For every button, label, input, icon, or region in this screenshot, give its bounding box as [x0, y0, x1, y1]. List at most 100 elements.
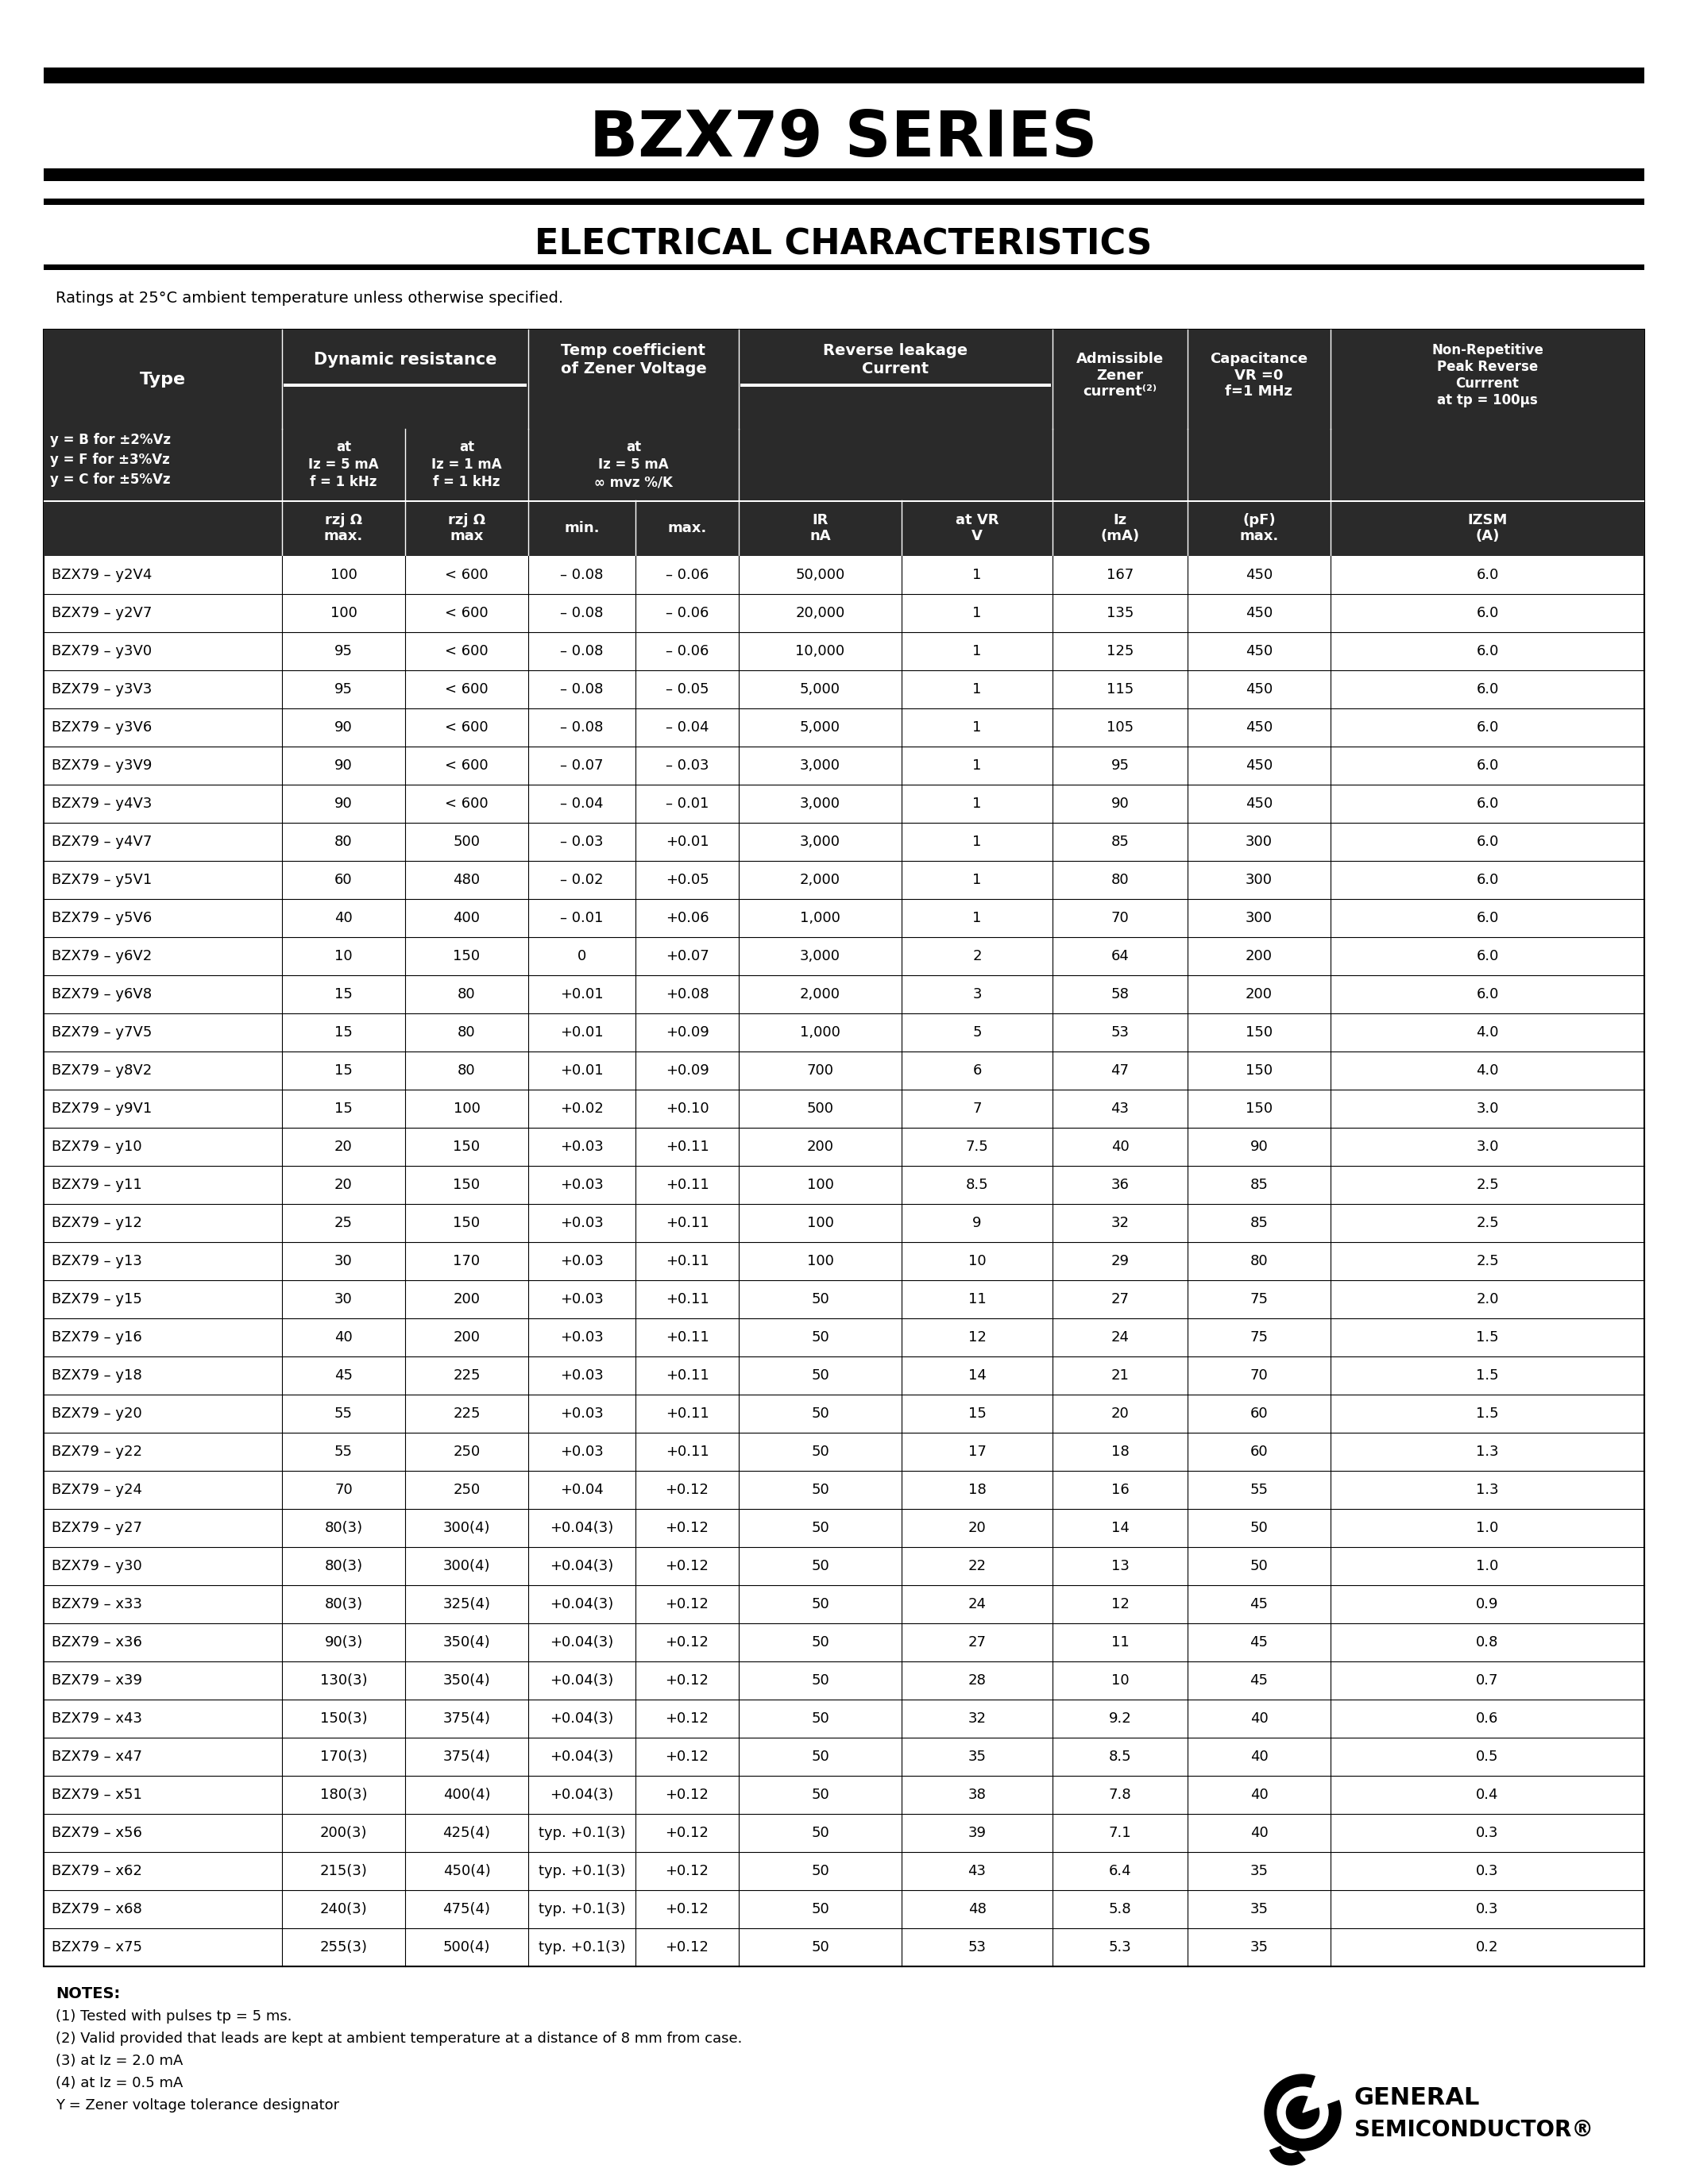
Text: 80: 80 [334, 834, 353, 850]
Text: 20: 20 [1111, 1406, 1129, 1422]
Text: BZX79 – y12: BZX79 – y12 [52, 1216, 142, 1230]
Text: 150: 150 [1246, 1024, 1273, 1040]
Circle shape [1285, 2094, 1320, 2129]
Text: BZX79 – y20: BZX79 – y20 [52, 1406, 142, 1422]
Wedge shape [1269, 2147, 1305, 2164]
Text: 17: 17 [967, 1444, 986, 1459]
Text: 3.0: 3.0 [1475, 1101, 1499, 1116]
Text: rzj Ω
max: rzj Ω max [447, 513, 486, 544]
Text: 0.3: 0.3 [1475, 1863, 1499, 1878]
Text: < 600: < 600 [446, 568, 488, 583]
Text: +0.10: +0.10 [665, 1101, 709, 1116]
Text: 0.2: 0.2 [1475, 1939, 1499, 1955]
Text: 80: 80 [1111, 874, 1129, 887]
Text: BZX79 – y2V4: BZX79 – y2V4 [52, 568, 152, 583]
Text: 80(3): 80(3) [324, 1597, 363, 1612]
Text: 1: 1 [972, 911, 982, 926]
Text: 45: 45 [1249, 1636, 1268, 1649]
Text: Type: Type [140, 371, 186, 387]
Text: 1: 1 [972, 797, 982, 810]
Text: 60: 60 [334, 874, 353, 887]
Text: min.: min. [564, 522, 599, 535]
Text: 375(4): 375(4) [442, 1749, 491, 1765]
Text: max.: max. [667, 522, 707, 535]
Text: 0.9: 0.9 [1475, 1597, 1499, 1612]
Text: 20: 20 [334, 1140, 353, 1153]
Text: 150: 150 [452, 1140, 481, 1153]
Text: 1,000: 1,000 [800, 911, 841, 926]
Text: 40: 40 [1251, 1712, 1268, 1725]
Text: 14: 14 [1111, 1520, 1129, 1535]
Text: 6.0: 6.0 [1475, 758, 1499, 773]
Text: +0.12: +0.12 [665, 1597, 709, 1612]
Text: +0.09: +0.09 [665, 1024, 709, 1040]
Text: 225: 225 [452, 1369, 481, 1382]
Text: 80(3): 80(3) [324, 1520, 363, 1535]
Text: 1: 1 [972, 681, 982, 697]
Text: – 0.01: – 0.01 [560, 911, 604, 926]
Text: 85: 85 [1249, 1216, 1268, 1230]
Text: 150(3): 150(3) [321, 1712, 368, 1725]
Text: – 0.03: – 0.03 [560, 834, 604, 850]
Text: 50: 50 [812, 1789, 829, 1802]
Text: 150: 150 [452, 1216, 481, 1230]
Text: 80: 80 [457, 1064, 476, 1077]
Text: Y = Zener voltage tolerance designator: Y = Zener voltage tolerance designator [56, 2099, 339, 2112]
Text: 10: 10 [334, 950, 353, 963]
Text: 50: 50 [812, 1673, 829, 1688]
Text: 80: 80 [457, 987, 476, 1002]
Text: +0.11: +0.11 [665, 1177, 709, 1192]
Text: 50: 50 [812, 1444, 829, 1459]
Text: 90: 90 [1251, 1140, 1268, 1153]
Text: 55: 55 [1249, 1483, 1268, 1496]
Text: +0.11: +0.11 [665, 1406, 709, 1422]
Text: BZX79 – y11: BZX79 – y11 [52, 1177, 142, 1192]
Text: BZX79 – y4V7: BZX79 – y4V7 [52, 834, 152, 850]
Text: 70: 70 [1251, 1369, 1268, 1382]
Text: +0.05: +0.05 [665, 874, 709, 887]
Text: 200: 200 [1246, 950, 1273, 963]
Text: +0.12: +0.12 [665, 1636, 709, 1649]
Bar [44, 500, 1644, 557]
Text: +0.11: +0.11 [665, 1216, 709, 1230]
Text: 80(3): 80(3) [324, 1559, 363, 1572]
Text: BZX79 – x56: BZX79 – x56 [52, 1826, 142, 1841]
Text: +0.12: +0.12 [665, 1712, 709, 1725]
Text: 64: 64 [1111, 950, 1129, 963]
Text: 48: 48 [967, 1902, 986, 1915]
Text: 60: 60 [1251, 1444, 1268, 1459]
Text: 2,000: 2,000 [800, 987, 841, 1002]
Text: 50: 50 [812, 1483, 829, 1496]
Text: 450: 450 [1246, 758, 1273, 773]
Text: 4.0: 4.0 [1475, 1064, 1499, 1077]
Wedge shape [1303, 2075, 1340, 2112]
Text: 400(4): 400(4) [442, 1789, 490, 1802]
Text: 40: 40 [1251, 1826, 1268, 1841]
Text: 150: 150 [1246, 1101, 1273, 1116]
Text: BZX79 – y13: BZX79 – y13 [52, 1254, 142, 1269]
Text: +0.03: +0.03 [560, 1444, 604, 1459]
Text: 135: 135 [1106, 605, 1134, 620]
Text: +0.11: +0.11 [665, 1444, 709, 1459]
Text: 170: 170 [452, 1254, 481, 1269]
Text: BZX79 – y16: BZX79 – y16 [52, 1330, 142, 1345]
Text: 50: 50 [812, 1293, 829, 1306]
Text: BZX79 – y4V3: BZX79 – y4V3 [52, 797, 152, 810]
Text: 200: 200 [452, 1293, 479, 1306]
Text: 32: 32 [1111, 1216, 1129, 1230]
Text: 500: 500 [452, 834, 479, 850]
Text: 215(3): 215(3) [319, 1863, 368, 1878]
Text: +0.01: +0.01 [560, 1024, 604, 1040]
Text: 12: 12 [1111, 1597, 1129, 1612]
Text: 450: 450 [1246, 644, 1273, 657]
Text: BZX79 – x47: BZX79 – x47 [52, 1749, 142, 1765]
Text: 90(3): 90(3) [324, 1636, 363, 1649]
Text: – 0.06: – 0.06 [665, 644, 709, 657]
Text: 90: 90 [334, 797, 353, 810]
Text: +0.03: +0.03 [560, 1330, 604, 1345]
Text: 45: 45 [1249, 1597, 1268, 1612]
Text: 50: 50 [812, 1369, 829, 1382]
Text: 58: 58 [1111, 987, 1129, 1002]
Text: < 600: < 600 [446, 644, 488, 657]
Text: 35: 35 [1249, 1902, 1268, 1915]
